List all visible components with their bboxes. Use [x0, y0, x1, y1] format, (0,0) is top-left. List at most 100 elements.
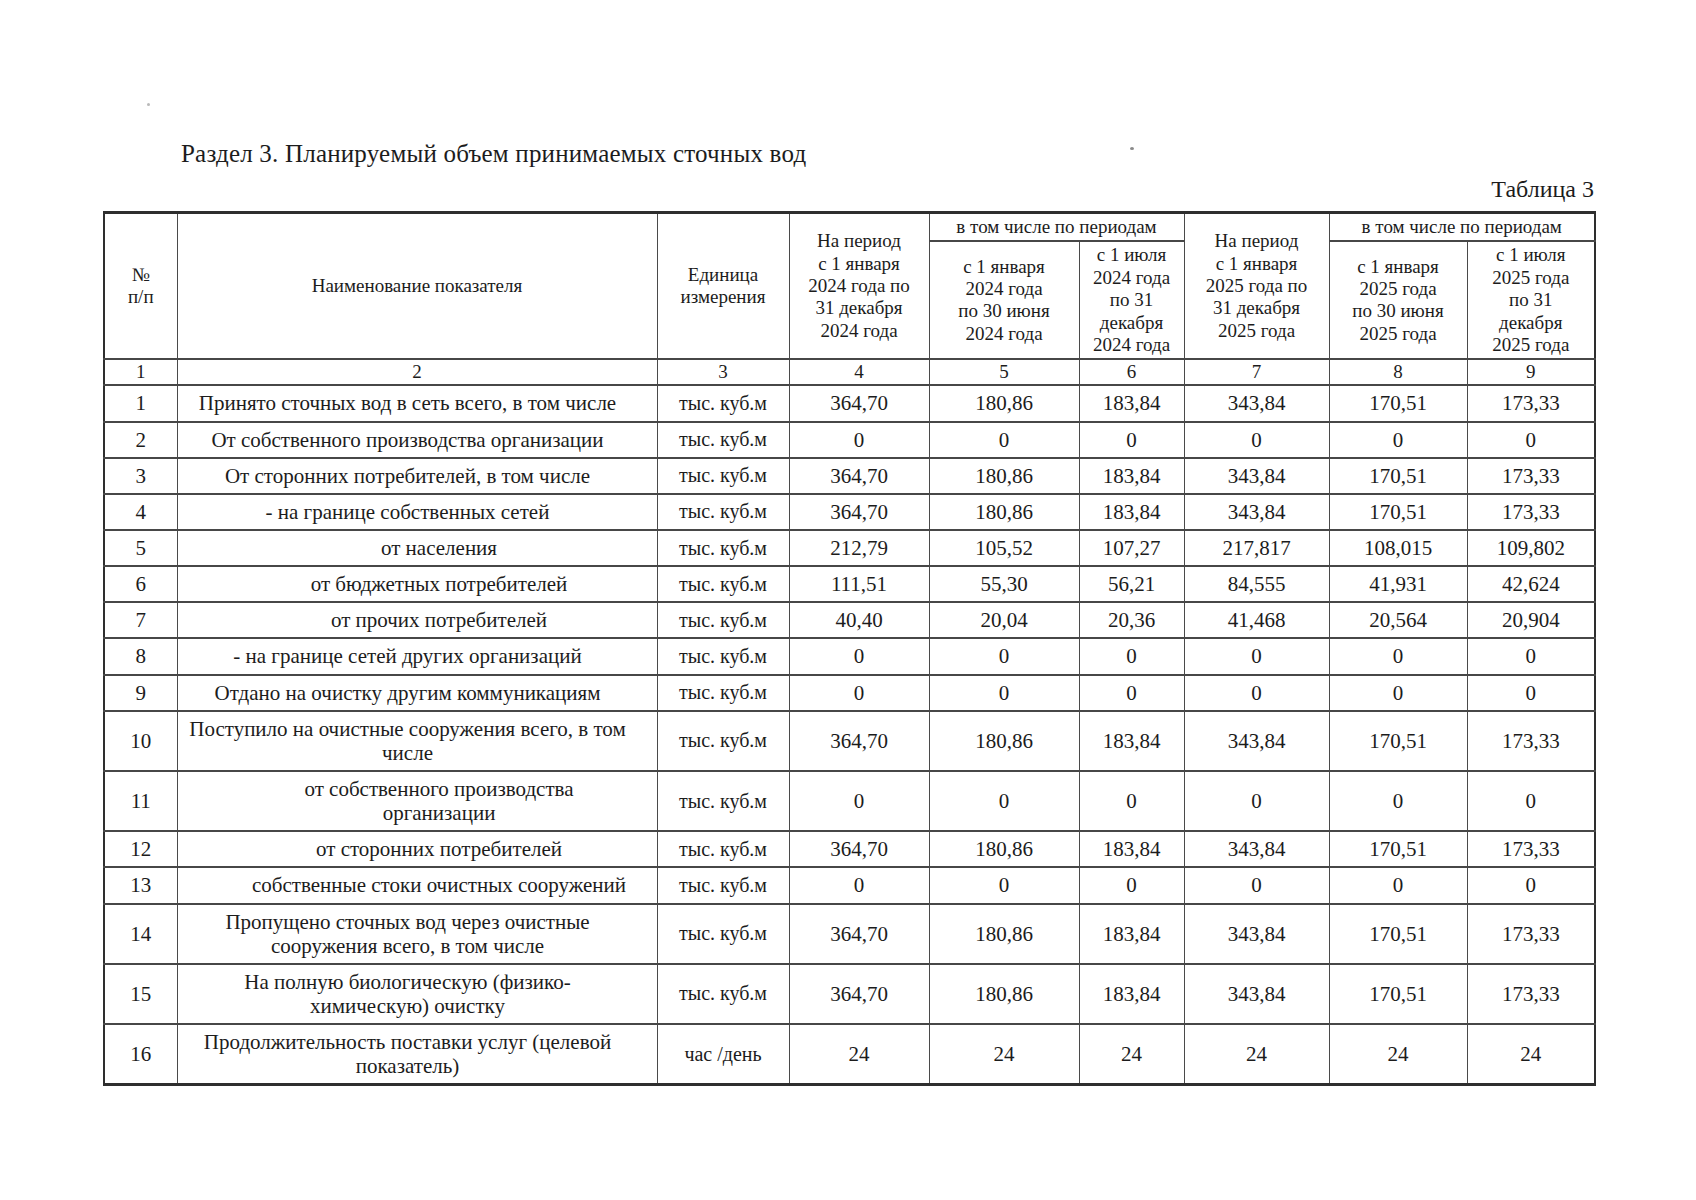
unit-cell: тыс. куб.м [657, 771, 789, 831]
unit-cell: тыс. куб.м [657, 904, 789, 964]
value-cell: 343,84 [1184, 964, 1329, 1024]
table-row: 15На полную биологическую (физико-химиче… [104, 964, 1595, 1024]
value-cell: 173,33 [1467, 494, 1595, 530]
indicator-name-cell: от прочих потребителей [177, 602, 657, 638]
value-cell: 0 [1079, 771, 1184, 831]
table-row: 11от собственного производства организац… [104, 771, 1595, 831]
col-header-h1-2025: с 1 января 2025 года по 30 июня 2025 год… [1329, 241, 1467, 359]
value-cell: 84,555 [1184, 566, 1329, 602]
value-cell: 364,70 [789, 385, 929, 421]
indicator-name-cell: - на границе сетей других организаций [177, 638, 657, 674]
value-cell: 0 [1079, 638, 1184, 674]
value-cell: 0 [1329, 771, 1467, 831]
value-cell: 0 [929, 867, 1079, 903]
value-cell: 364,70 [789, 904, 929, 964]
unit-cell: тыс. куб.м [657, 566, 789, 602]
unit-cell: тыс. куб.м [657, 602, 789, 638]
value-cell: 0 [1079, 867, 1184, 903]
value-cell: 0 [789, 638, 929, 674]
value-cell: 183,84 [1079, 711, 1184, 771]
indicator-name-cell: Пропущено сточных вод через очистные соо… [177, 904, 657, 964]
value-cell: 0 [789, 867, 929, 903]
indicator-name-cell: Продолжительность поставки услуг (целево… [177, 1024, 657, 1085]
value-cell: 173,33 [1467, 904, 1595, 964]
indicator-name-cell: От собственного производства организации [177, 422, 657, 458]
value-cell: 170,51 [1329, 385, 1467, 421]
table-row: 9Отдано на очистку другим коммуникациямт… [104, 675, 1595, 711]
table-caption: Таблица 3 [103, 176, 1594, 203]
value-cell: 0 [1467, 771, 1595, 831]
indicator-name-cell: Принято сточных вод в сеть всего, в том … [177, 385, 657, 421]
row-number-cell: 5 [104, 530, 177, 566]
value-cell: 170,51 [1329, 711, 1467, 771]
value-cell: 364,70 [789, 711, 929, 771]
value-cell: 109,802 [1467, 530, 1595, 566]
value-cell: 0 [789, 675, 929, 711]
column-number-cell: 6 [1079, 359, 1184, 385]
value-cell: 20,04 [929, 602, 1079, 638]
unit-cell: тыс. куб.м [657, 458, 789, 494]
value-cell: 170,51 [1329, 831, 1467, 867]
value-cell: 0 [789, 422, 929, 458]
unit-cell: тыс. куб.м [657, 422, 789, 458]
col-header-indicator: Наименование показателя [177, 213, 657, 360]
value-cell: 170,51 [1329, 964, 1467, 1024]
unit-cell: тыс. куб.м [657, 964, 789, 1024]
row-number-cell: 6 [104, 566, 177, 602]
table-row: 12от сторонних потребителейтыс. куб.м364… [104, 831, 1595, 867]
value-cell: 107,27 [1079, 530, 1184, 566]
value-cell: 0 [929, 771, 1079, 831]
value-cell: 24 [789, 1024, 929, 1085]
value-cell: 343,84 [1184, 494, 1329, 530]
indicator-name-cell: От сторонних потребителей, в том числе [177, 458, 657, 494]
value-cell: 24 [1079, 1024, 1184, 1085]
value-cell: 170,51 [1329, 904, 1467, 964]
table-row: 10Поступило на очистные сооружения всего… [104, 711, 1595, 771]
col-header-including-2024: в том числе по периодам [929, 213, 1184, 242]
value-cell: 0 [1467, 422, 1595, 458]
row-number-cell: 11 [104, 771, 177, 831]
unit-cell: час /день [657, 1024, 789, 1085]
value-cell: 183,84 [1079, 831, 1184, 867]
unit-cell: тыс. куб.м [657, 530, 789, 566]
value-cell: 111,51 [789, 566, 929, 602]
value-cell: 0 [1079, 675, 1184, 711]
col-header-h1-2024: с 1 января 2024 года по 30 июня 2024 год… [929, 241, 1079, 359]
row-number-cell: 7 [104, 602, 177, 638]
row-number-cell: 4 [104, 494, 177, 530]
indicator-name-cell: На полную биологическую (физико-химическ… [177, 964, 657, 1024]
value-cell: 364,70 [789, 458, 929, 494]
col-header-h2-2025: с 1 июля 2025 года по 31 декабря 2025 го… [1467, 241, 1595, 359]
column-number-cell: 9 [1467, 359, 1595, 385]
table-row: 4- на границе собственных сетейтыс. куб.… [104, 494, 1595, 530]
row-number-cell: 12 [104, 831, 177, 867]
indicator-name-cell: собственные стоки очистных сооружений [177, 867, 657, 903]
value-cell: 0 [1329, 422, 1467, 458]
value-cell: 55,30 [929, 566, 1079, 602]
row-number-cell: 8 [104, 638, 177, 674]
indicator-name-cell: от бюджетных потребителей [177, 566, 657, 602]
col-header-period-2024: На период с 1 января 2024 года по 31 дек… [789, 213, 929, 360]
col-header-num: № п/п [104, 213, 177, 360]
row-number-cell: 2 [104, 422, 177, 458]
scan-speck [1130, 147, 1134, 150]
value-cell: 180,86 [929, 494, 1079, 530]
table-row: 3От сторонних потребителей, в том числет… [104, 458, 1595, 494]
unit-cell: тыс. куб.м [657, 867, 789, 903]
table-row: 6от бюджетных потребителейтыс. куб.м111,… [104, 566, 1595, 602]
section-title: Раздел 3. Планируемый объем принимаемых … [181, 140, 806, 168]
value-cell: 180,86 [929, 904, 1079, 964]
value-cell: 364,70 [789, 494, 929, 530]
value-cell: 20,564 [1329, 602, 1467, 638]
value-cell: 40,40 [789, 602, 929, 638]
table-row: 5от населениятыс. куб.м212,79105,52107,2… [104, 530, 1595, 566]
column-numbers-row: 123456789 [104, 359, 1595, 385]
value-cell: 364,70 [789, 964, 929, 1024]
table-row: 14Пропущено сточных вод через очистные с… [104, 904, 1595, 964]
value-cell: 0 [1184, 638, 1329, 674]
value-cell: 173,33 [1467, 711, 1595, 771]
value-cell: 183,84 [1079, 458, 1184, 494]
table-row: 2От собственного производства организаци… [104, 422, 1595, 458]
row-number-cell: 14 [104, 904, 177, 964]
value-cell: 343,84 [1184, 831, 1329, 867]
